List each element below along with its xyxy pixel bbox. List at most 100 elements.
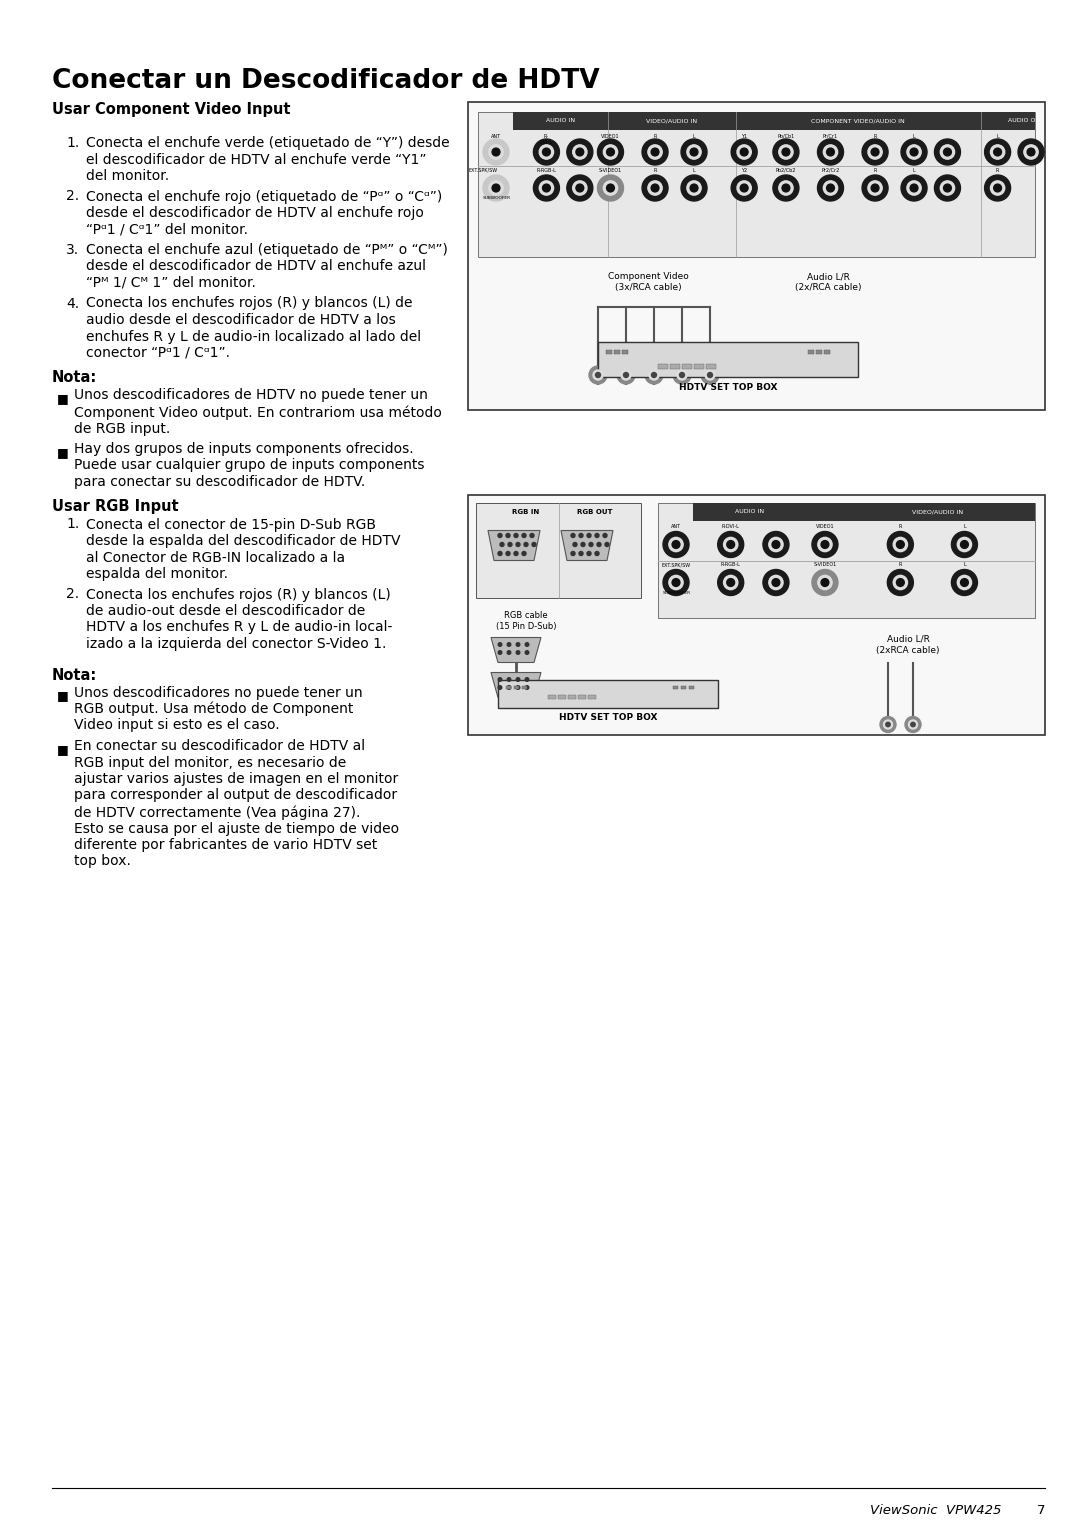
Circle shape [498,651,502,654]
Circle shape [498,533,502,538]
Text: 2.: 2. [66,189,79,203]
Circle shape [821,541,828,549]
Circle shape [642,176,669,202]
Text: AUDIO OUT: AUDIO OUT [1008,119,1043,124]
Text: Esto se causa por el ajuste de tiempo de video: Esto se causa por el ajuste de tiempo de… [75,822,400,836]
Bar [615,350,620,354]
Text: R: R [874,134,877,139]
Circle shape [508,686,511,689]
Text: 3.: 3. [66,243,79,257]
Circle shape [651,148,659,156]
Circle shape [681,176,707,202]
Circle shape [724,576,738,590]
Text: L: L [963,562,966,567]
Circle shape [681,139,707,165]
Bar [568,695,576,698]
Text: VIDEO1: VIDEO1 [815,524,834,530]
Circle shape [498,643,502,646]
Text: “Pᴹ 1/ Cᴹ 1” del monitor.: “Pᴹ 1/ Cᴹ 1” del monitor. [86,277,256,290]
Circle shape [576,148,583,156]
Circle shape [525,678,529,681]
Text: Video input si esto es el caso.: Video input si esto es el caso. [75,718,280,732]
Text: RGB IN: RGB IN [512,509,539,515]
Circle shape [957,538,972,552]
Circle shape [603,533,607,538]
Text: “Pᵅ1 / Cᵅ1” del monitor.: “Pᵅ1 / Cᵅ1” del monitor. [86,223,248,237]
Text: EXT.SPK/SW: EXT.SPK/SW [469,168,498,173]
Circle shape [532,542,536,547]
Circle shape [812,570,838,596]
Text: R-RGB-L: R-RGB-L [537,168,556,173]
Text: al Conector de RGB-IN localizado a la: al Conector de RGB-IN localizado a la [86,550,346,564]
Circle shape [896,541,904,549]
Text: VIDEO1: VIDEO1 [602,134,620,139]
Circle shape [724,538,738,552]
Circle shape [901,139,927,165]
Circle shape [872,183,879,193]
Text: EXT.SPK/SW: EXT.SPK/SW [661,562,690,567]
Bar [694,364,704,368]
Text: de audio-out desde el descodificador de: de audio-out desde el descodificador de [86,604,365,617]
Text: Y2: Y2 [741,168,747,173]
Text: de HDTV correctamente (Vea página 27).: de HDTV correctamente (Vea página 27). [75,805,361,819]
Circle shape [617,367,635,384]
Text: ■: ■ [57,689,69,703]
Circle shape [483,139,509,165]
Bar [522,686,527,689]
Circle shape [960,579,969,587]
Text: 2.: 2. [66,587,79,602]
Circle shape [525,686,529,689]
Circle shape [818,576,832,590]
Polygon shape [488,530,540,561]
Circle shape [1027,148,1035,156]
Text: ■: ■ [57,743,69,756]
Circle shape [994,148,1001,156]
Bar [706,364,716,368]
Circle shape [677,370,687,380]
Text: Nota:: Nota: [52,668,97,683]
Circle shape [492,183,500,193]
Circle shape [818,176,843,202]
Text: L: L [692,134,696,139]
Text: Audio L/R: Audio L/R [887,634,930,643]
Circle shape [672,541,680,549]
Circle shape [740,148,748,156]
Circle shape [573,542,577,547]
Circle shape [896,579,904,587]
Circle shape [687,180,701,196]
Circle shape [525,651,529,654]
Text: desde el descodificador de HDTV al enchufe azul: desde el descodificador de HDTV al enchu… [86,260,426,274]
Text: ANT: ANT [671,524,681,530]
Circle shape [516,542,519,547]
Text: SUBWOOFER: SUBWOOFER [483,196,511,200]
Polygon shape [491,637,541,663]
Bar [558,695,566,698]
Circle shape [779,145,793,159]
Circle shape [772,579,780,587]
Text: S-VIDEO1: S-VIDEO1 [598,168,622,173]
Text: para corresponder al output de descodificador: para corresponder al output de descodifi… [75,788,397,802]
Text: audio desde el descodificador de HDTV a los: audio desde el descodificador de HDTV a … [86,313,395,327]
Bar [658,364,669,368]
Circle shape [522,552,526,556]
Circle shape [769,538,783,552]
Bar [588,695,596,698]
Circle shape [516,686,519,689]
Circle shape [910,183,918,193]
Circle shape [1018,139,1044,165]
Circle shape [492,148,500,156]
Circle shape [489,145,503,159]
Circle shape [951,570,977,596]
Bar [808,350,814,354]
Circle shape [773,139,799,165]
Text: (2xRCA cable): (2xRCA cable) [876,645,940,654]
Circle shape [812,532,838,558]
Text: R-
DVI-L: R- DVI-L [540,134,553,145]
Text: RGB cable: RGB cable [504,611,548,619]
Text: Component Video: Component Video [608,272,688,281]
Bar [673,686,678,689]
Circle shape [534,176,559,202]
Text: RGB output. Usa método de Component: RGB output. Usa método de Component [75,701,353,717]
Text: AUDIO IN: AUDIO IN [735,509,765,513]
Circle shape [985,139,1011,165]
